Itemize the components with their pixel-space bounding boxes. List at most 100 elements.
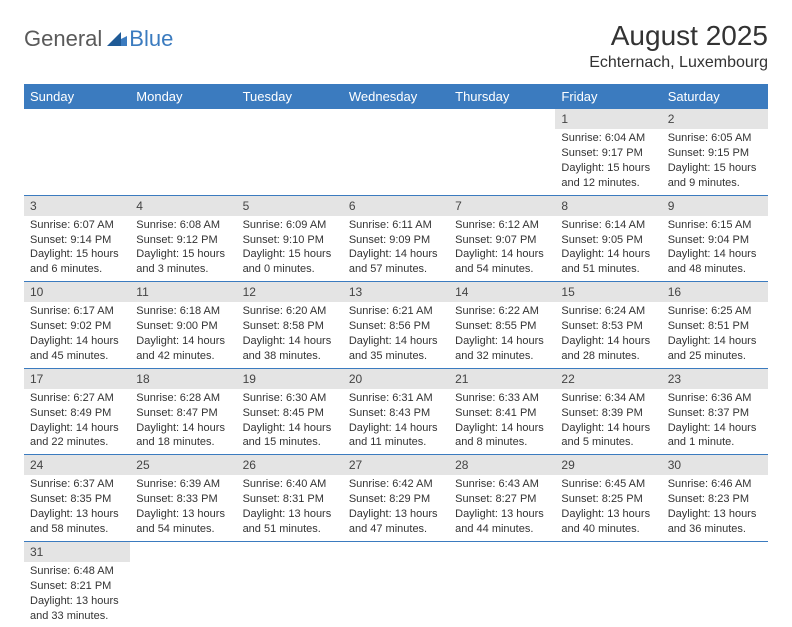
day-body: Sunrise: 6:40 AMSunset: 8:31 PMDaylight:… bbox=[237, 475, 343, 540]
day-body: Sunrise: 6:45 AMSunset: 8:25 PMDaylight:… bbox=[555, 475, 661, 540]
sunset-text: Sunset: 8:47 PM bbox=[136, 406, 230, 421]
day-number: 29 bbox=[555, 455, 661, 475]
daylight-text: Daylight: 14 hours and 38 minutes. bbox=[243, 334, 337, 364]
daylight-text: Daylight: 13 hours and 33 minutes. bbox=[30, 594, 124, 624]
header: General Blue August 2025 Echternach, Lux… bbox=[24, 20, 768, 72]
daylight-text: Daylight: 15 hours and 6 minutes. bbox=[30, 247, 124, 277]
sunrise-text: Sunrise: 6:11 AM bbox=[349, 218, 443, 233]
calendar-cell: 30Sunrise: 6:46 AMSunset: 8:23 PMDayligh… bbox=[662, 455, 768, 542]
daylight-text: Daylight: 14 hours and 22 minutes. bbox=[30, 421, 124, 451]
calendar-cell: 16Sunrise: 6:25 AMSunset: 8:51 PMDayligh… bbox=[662, 282, 768, 369]
day-number: 12 bbox=[237, 282, 343, 302]
calendar-cell: 14Sunrise: 6:22 AMSunset: 8:55 PMDayligh… bbox=[449, 282, 555, 369]
daylight-text: Daylight: 13 hours and 51 minutes. bbox=[243, 507, 337, 537]
day-number: 15 bbox=[555, 282, 661, 302]
calendar-cell: 2Sunrise: 6:05 AMSunset: 9:15 PMDaylight… bbox=[662, 109, 768, 195]
calendar-cell: 22Sunrise: 6:34 AMSunset: 8:39 PMDayligh… bbox=[555, 368, 661, 455]
calendar-cell bbox=[662, 541, 768, 627]
sunset-text: Sunset: 8:23 PM bbox=[668, 492, 762, 507]
calendar-cell bbox=[449, 109, 555, 195]
sunset-text: Sunset: 8:56 PM bbox=[349, 319, 443, 334]
daylight-text: Daylight: 14 hours and 5 minutes. bbox=[561, 421, 655, 451]
sunset-text: Sunset: 8:27 PM bbox=[455, 492, 549, 507]
day-body: Sunrise: 6:12 AMSunset: 9:07 PMDaylight:… bbox=[449, 216, 555, 281]
sunrise-text: Sunrise: 6:45 AM bbox=[561, 477, 655, 492]
calendar-cell: 10Sunrise: 6:17 AMSunset: 9:02 PMDayligh… bbox=[24, 282, 130, 369]
sunset-text: Sunset: 8:35 PM bbox=[30, 492, 124, 507]
calendar-body: 1Sunrise: 6:04 AMSunset: 9:17 PMDaylight… bbox=[24, 109, 768, 627]
calendar-cell: 23Sunrise: 6:36 AMSunset: 8:37 PMDayligh… bbox=[662, 368, 768, 455]
day-number: 24 bbox=[24, 455, 130, 475]
calendar-cell bbox=[237, 541, 343, 627]
sunrise-text: Sunrise: 6:08 AM bbox=[136, 218, 230, 233]
calendar-cell: 7Sunrise: 6:12 AMSunset: 9:07 PMDaylight… bbox=[449, 195, 555, 282]
calendar-cell: 3Sunrise: 6:07 AMSunset: 9:14 PMDaylight… bbox=[24, 195, 130, 282]
sunrise-text: Sunrise: 6:43 AM bbox=[455, 477, 549, 492]
weekday-header: Friday bbox=[555, 84, 661, 109]
calendar-cell: 12Sunrise: 6:20 AMSunset: 8:58 PMDayligh… bbox=[237, 282, 343, 369]
sunrise-text: Sunrise: 6:48 AM bbox=[30, 564, 124, 579]
sunrise-text: Sunrise: 6:17 AM bbox=[30, 304, 124, 319]
daylight-text: Daylight: 14 hours and 45 minutes. bbox=[30, 334, 124, 364]
sunrise-text: Sunrise: 6:40 AM bbox=[243, 477, 337, 492]
calendar-cell: 17Sunrise: 6:27 AMSunset: 8:49 PMDayligh… bbox=[24, 368, 130, 455]
title-block: August 2025 Echternach, Luxembourg bbox=[589, 20, 768, 72]
day-body: Sunrise: 6:37 AMSunset: 8:35 PMDaylight:… bbox=[24, 475, 130, 540]
day-body: Sunrise: 6:24 AMSunset: 8:53 PMDaylight:… bbox=[555, 302, 661, 367]
day-number: 22 bbox=[555, 369, 661, 389]
sunset-text: Sunset: 8:53 PM bbox=[561, 319, 655, 334]
daylight-text: Daylight: 13 hours and 40 minutes. bbox=[561, 507, 655, 537]
logo-text-general: General bbox=[24, 26, 102, 52]
sunset-text: Sunset: 8:31 PM bbox=[243, 492, 337, 507]
day-number: 9 bbox=[662, 196, 768, 216]
calendar-cell: 18Sunrise: 6:28 AMSunset: 8:47 PMDayligh… bbox=[130, 368, 236, 455]
calendar-cell: 19Sunrise: 6:30 AMSunset: 8:45 PMDayligh… bbox=[237, 368, 343, 455]
sunset-text: Sunset: 9:15 PM bbox=[668, 146, 762, 161]
day-body: Sunrise: 6:18 AMSunset: 9:00 PMDaylight:… bbox=[130, 302, 236, 367]
day-number: 10 bbox=[24, 282, 130, 302]
daylight-text: Daylight: 14 hours and 15 minutes. bbox=[243, 421, 337, 451]
daylight-text: Daylight: 13 hours and 58 minutes. bbox=[30, 507, 124, 537]
day-number: 18 bbox=[130, 369, 236, 389]
sunset-text: Sunset: 8:55 PM bbox=[455, 319, 549, 334]
sunset-text: Sunset: 8:45 PM bbox=[243, 406, 337, 421]
calendar-cell bbox=[555, 541, 661, 627]
day-body: Sunrise: 6:33 AMSunset: 8:41 PMDaylight:… bbox=[449, 389, 555, 454]
sunrise-text: Sunrise: 6:14 AM bbox=[561, 218, 655, 233]
sunset-text: Sunset: 9:07 PM bbox=[455, 233, 549, 248]
weekday-header-row: Sunday Monday Tuesday Wednesday Thursday… bbox=[24, 84, 768, 109]
sunset-text: Sunset: 9:04 PM bbox=[668, 233, 762, 248]
sunrise-text: Sunrise: 6:24 AM bbox=[561, 304, 655, 319]
day-body: Sunrise: 6:39 AMSunset: 8:33 PMDaylight:… bbox=[130, 475, 236, 540]
sunrise-text: Sunrise: 6:04 AM bbox=[561, 131, 655, 146]
sunrise-text: Sunrise: 6:12 AM bbox=[455, 218, 549, 233]
logo: General Blue bbox=[24, 20, 173, 53]
sunrise-text: Sunrise: 6:42 AM bbox=[349, 477, 443, 492]
sunrise-text: Sunrise: 6:37 AM bbox=[30, 477, 124, 492]
calendar-cell: 5Sunrise: 6:09 AMSunset: 9:10 PMDaylight… bbox=[237, 195, 343, 282]
calendar-row: 10Sunrise: 6:17 AMSunset: 9:02 PMDayligh… bbox=[24, 282, 768, 369]
sunset-text: Sunset: 9:09 PM bbox=[349, 233, 443, 248]
day-number: 25 bbox=[130, 455, 236, 475]
day-number: 27 bbox=[343, 455, 449, 475]
sunset-text: Sunset: 8:39 PM bbox=[561, 406, 655, 421]
sunrise-text: Sunrise: 6:22 AM bbox=[455, 304, 549, 319]
day-number: 23 bbox=[662, 369, 768, 389]
calendar-row: 31Sunrise: 6:48 AMSunset: 8:21 PMDayligh… bbox=[24, 541, 768, 627]
daylight-text: Daylight: 15 hours and 0 minutes. bbox=[243, 247, 337, 277]
day-body: Sunrise: 6:46 AMSunset: 8:23 PMDaylight:… bbox=[662, 475, 768, 540]
day-body: Sunrise: 6:48 AMSunset: 8:21 PMDaylight:… bbox=[24, 562, 130, 627]
calendar-table: Sunday Monday Tuesday Wednesday Thursday… bbox=[24, 84, 768, 627]
calendar-row: 3Sunrise: 6:07 AMSunset: 9:14 PMDaylight… bbox=[24, 195, 768, 282]
daylight-text: Daylight: 14 hours and 57 minutes. bbox=[349, 247, 443, 277]
day-body: Sunrise: 6:43 AMSunset: 8:27 PMDaylight:… bbox=[449, 475, 555, 540]
calendar-cell: 1Sunrise: 6:04 AMSunset: 9:17 PMDaylight… bbox=[555, 109, 661, 195]
day-body: Sunrise: 6:04 AMSunset: 9:17 PMDaylight:… bbox=[555, 129, 661, 194]
day-number: 11 bbox=[130, 282, 236, 302]
calendar-cell: 31Sunrise: 6:48 AMSunset: 8:21 PMDayligh… bbox=[24, 541, 130, 627]
daylight-text: Daylight: 13 hours and 47 minutes. bbox=[349, 507, 443, 537]
sunrise-text: Sunrise: 6:09 AM bbox=[243, 218, 337, 233]
daylight-text: Daylight: 14 hours and 32 minutes. bbox=[455, 334, 549, 364]
day-number: 19 bbox=[237, 369, 343, 389]
sunset-text: Sunset: 9:10 PM bbox=[243, 233, 337, 248]
